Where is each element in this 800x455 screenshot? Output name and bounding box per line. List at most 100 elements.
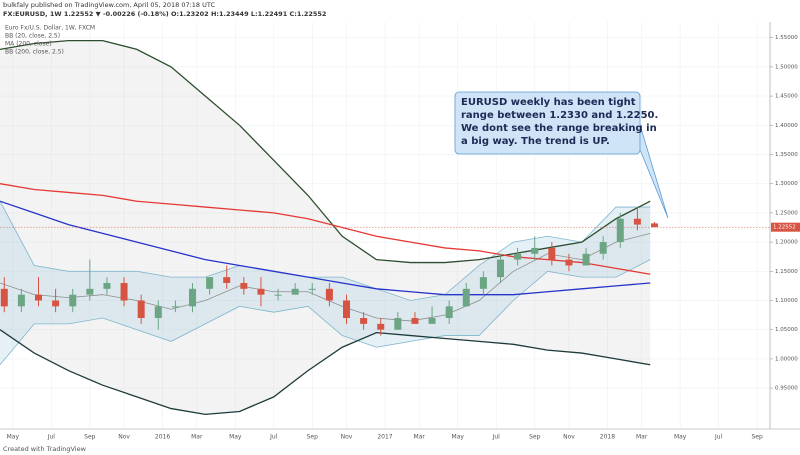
- y-tick-label: 1.10000: [775, 298, 798, 304]
- candle-body: [308, 288, 316, 290]
- published-line: bulkfaly published on TradingView.com, A…: [3, 1, 215, 9]
- band-fill: [0, 40, 651, 415]
- indicator-line: [0, 201, 651, 301]
- annotation-line: We dont see the range breaking in: [461, 123, 657, 134]
- y-tick-label: 1.20000: [775, 240, 798, 246]
- y-tick-label: 0.95000: [775, 386, 798, 392]
- candle-body: [377, 323, 385, 330]
- x-tick-label: Nov: [341, 434, 353, 441]
- y-tick-label: 1.25000: [775, 210, 798, 216]
- x-tick-label: Mar: [636, 434, 648, 441]
- indicator-line: [0, 200, 651, 296]
- plot-area: [0, 22, 770, 429]
- candle-body: [291, 288, 299, 295]
- x-tick-label: 2017: [377, 434, 392, 441]
- candle-body: [35, 294, 42, 301]
- candle-body: [257, 288, 265, 295]
- candle-body: [394, 318, 402, 330]
- annotation-line: range between 1.2330 and 1.2250.: [461, 110, 658, 121]
- x-tick-label: Nov: [563, 434, 575, 441]
- candle-body: [206, 277, 214, 289]
- indicator-line: [0, 183, 651, 275]
- candle-body: [223, 277, 231, 283]
- legend-title: Euro Fx/U.S. Dollar, 1W, FXCM: [5, 25, 95, 32]
- x-tick-label: 2018: [600, 434, 615, 441]
- candle-body: [240, 282, 248, 289]
- candle-body: [103, 282, 111, 289]
- candle-body: [445, 306, 453, 319]
- candle-body: [497, 259, 504, 278]
- candle-body: [52, 300, 60, 307]
- candle-body: [582, 253, 590, 266]
- x-tick-label: Mar: [191, 434, 203, 441]
- y-tick-label: 1.00000: [775, 356, 798, 362]
- indicator-line: [0, 232, 651, 322]
- candle-body: [633, 218, 641, 225]
- candle-body: [0, 288, 8, 307]
- candle-body: [189, 288, 196, 307]
- x-tick-label: May: [674, 434, 687, 441]
- candle-body: [411, 318, 419, 324]
- y-tick-label: 1.40000: [775, 123, 798, 129]
- candle-body: [599, 242, 607, 254]
- footer: Created with TradingView: [3, 445, 87, 453]
- candle-body: [86, 288, 94, 295]
- last-price-tag: [771, 222, 800, 232]
- candle-body: [137, 300, 145, 319]
- x-tick-label: Sep: [307, 434, 319, 441]
- x-tick-label: Jul: [492, 434, 501, 441]
- annotation-line: EURUSD weekly has been tight: [461, 97, 636, 108]
- candle-body: [462, 288, 470, 307]
- x-tick-label: Sep: [84, 434, 96, 441]
- symbol-line: FX:EURUSD, 1W 1.22552 ▼ -0.00226 (-0.18%…: [3, 10, 326, 18]
- annotation: EURUSD weekly has been tight range betwe…: [454, 91, 669, 219]
- indicator-line: [0, 39, 651, 264]
- candle-body: [343, 300, 350, 319]
- y-tick-label: 1.45000: [775, 94, 798, 100]
- candle-body: [651, 223, 658, 228]
- candle-body: [154, 306, 162, 319]
- candle-body: [548, 247, 556, 260]
- last-price-label: 1.22552: [773, 225, 796, 231]
- candle-body: [171, 306, 179, 308]
- y-tick-label: 1.05000: [775, 327, 798, 333]
- candle-body: [514, 253, 522, 260]
- legend-indicator: BB (20, close, 2.5): [5, 33, 60, 40]
- annotation-line: a big way. The trend is UP.: [461, 136, 610, 147]
- candle-body: [120, 282, 128, 301]
- indicator-line: [0, 259, 651, 366]
- candle-body: [274, 294, 282, 296]
- indicator-line: [0, 329, 651, 416]
- x-tick-label: Mar: [414, 434, 426, 441]
- candle-body: [616, 218, 624, 243]
- candle-body: [479, 277, 487, 289]
- y-tick-label: 1.35000: [775, 152, 798, 158]
- x-tick-label: Jul: [714, 434, 723, 441]
- x-tick-label: Sep: [752, 434, 764, 441]
- legend-indicator: BB (200, close, 2.5): [5, 49, 64, 56]
- x-tick-label: May: [229, 434, 242, 441]
- candle-body: [17, 294, 25, 307]
- y-tick-label: 1.50000: [775, 64, 798, 70]
- x-tick-label: Sep: [529, 434, 541, 441]
- candle-body: [325, 288, 333, 301]
- y-tick-label: 1.55000: [775, 35, 798, 41]
- x-tick-label: Nov: [118, 434, 130, 441]
- x-tick-label: Jul: [269, 434, 278, 441]
- x-tick-label: May: [452, 434, 465, 441]
- candle-body: [360, 318, 368, 324]
- y-tick-label: 1.30000: [775, 181, 798, 187]
- y-tick-label: 1.15000: [775, 269, 798, 275]
- x-tick-label: 2016: [155, 434, 170, 441]
- candle-body: [428, 318, 436, 324]
- callout-box: [454, 91, 641, 155]
- legend-indicator: MA (200, close): [5, 41, 52, 48]
- candle-body: [565, 259, 573, 266]
- candle-body: [69, 294, 77, 307]
- x-tick-label: May: [7, 434, 20, 441]
- candle-body: [531, 247, 539, 254]
- x-tick-label: Jul: [47, 434, 56, 441]
- band-fill: [0, 201, 651, 365]
